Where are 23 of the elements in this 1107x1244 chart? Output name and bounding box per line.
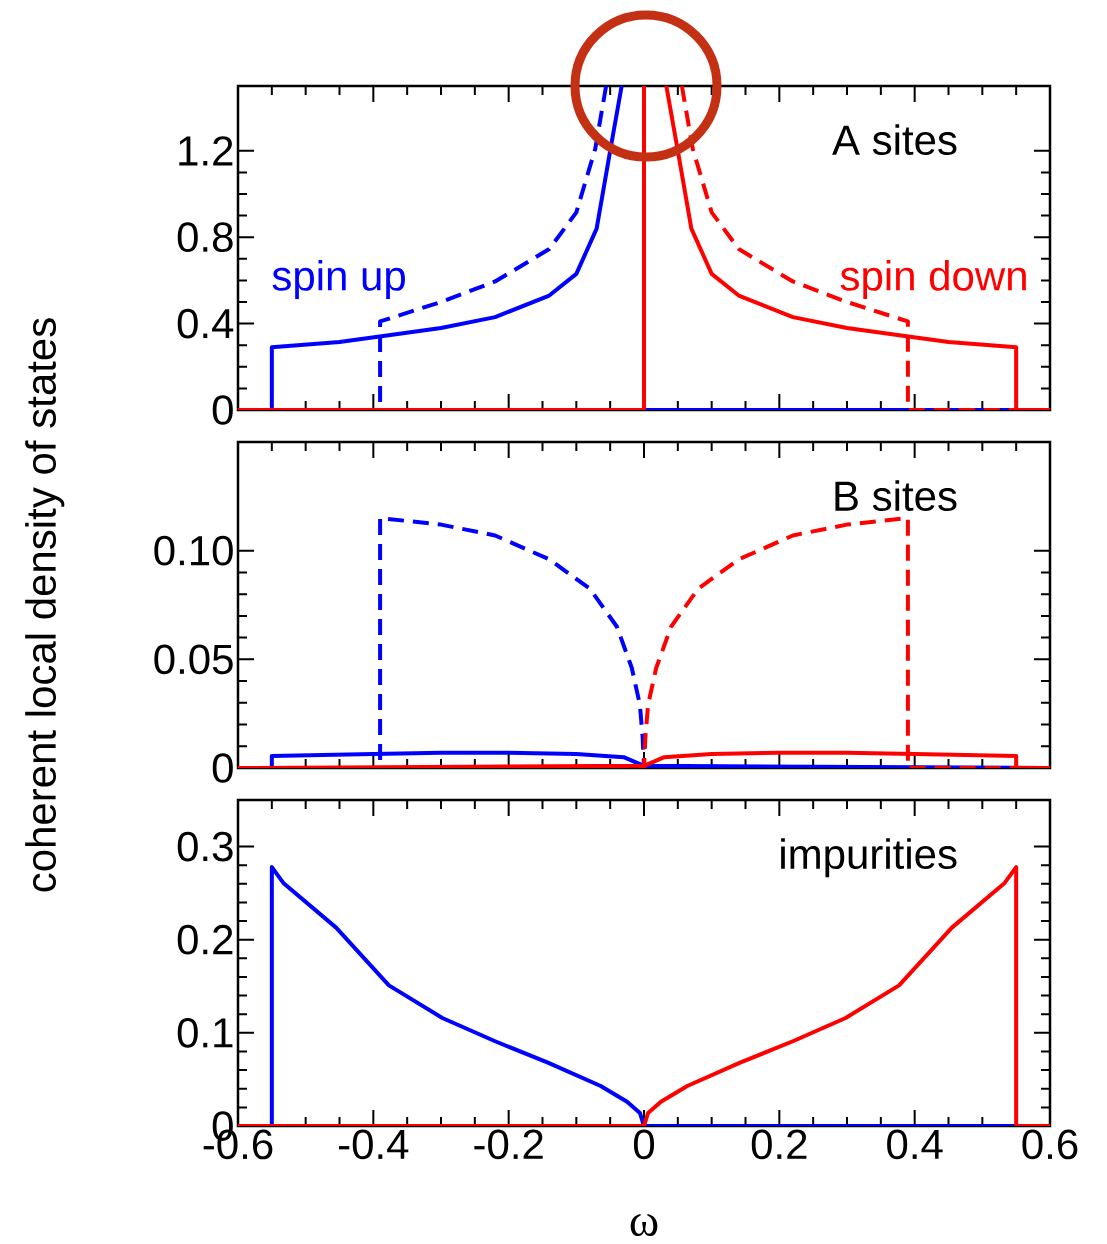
y-axis-title: coherent local density of states: [25, 318, 65, 892]
y-tick-label: 0.8: [177, 222, 233, 253]
y-tick-label: 0.2: [177, 924, 233, 955]
x-tick-label: 0: [633, 1129, 655, 1160]
x-tick-label: 0.6: [1022, 1129, 1078, 1160]
y-tick-label: 0.4: [177, 308, 234, 339]
y-tick-label: 0.10: [154, 535, 233, 566]
y-tick-label: 1.2: [179, 136, 233, 166]
y-tick-label: 0.05: [154, 644, 233, 675]
y-tick-label: 0.3: [177, 831, 233, 862]
series-label: spin up: [272, 259, 405, 300]
x-tick-label: -0.2: [474, 1129, 543, 1160]
y-tick-label: 0: [212, 753, 233, 783]
x-tick-label: -0.4: [339, 1129, 409, 1160]
text: impurities: [781, 838, 957, 878]
series-label: spin down: [840, 259, 1026, 300]
text: B sites: [835, 480, 957, 512]
x-tick-label: 0.4: [887, 1129, 943, 1160]
x-axis-title: ω: [630, 1214, 658, 1237]
y-tick-label: 0.1: [177, 1018, 233, 1048]
x-tick-label: 0.2: [751, 1129, 807, 1160]
text: A sites: [832, 124, 957, 156]
y-tick-label: 0: [212, 395, 233, 425]
